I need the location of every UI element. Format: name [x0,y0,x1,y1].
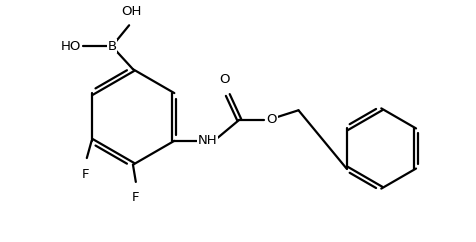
Text: NH: NH [198,134,217,147]
Text: OH: OH [120,5,141,18]
Text: O: O [266,113,277,126]
Text: HO: HO [61,40,81,53]
Text: F: F [132,191,139,204]
Text: B: B [107,40,116,53]
Text: O: O [219,73,230,86]
Text: F: F [82,168,89,181]
